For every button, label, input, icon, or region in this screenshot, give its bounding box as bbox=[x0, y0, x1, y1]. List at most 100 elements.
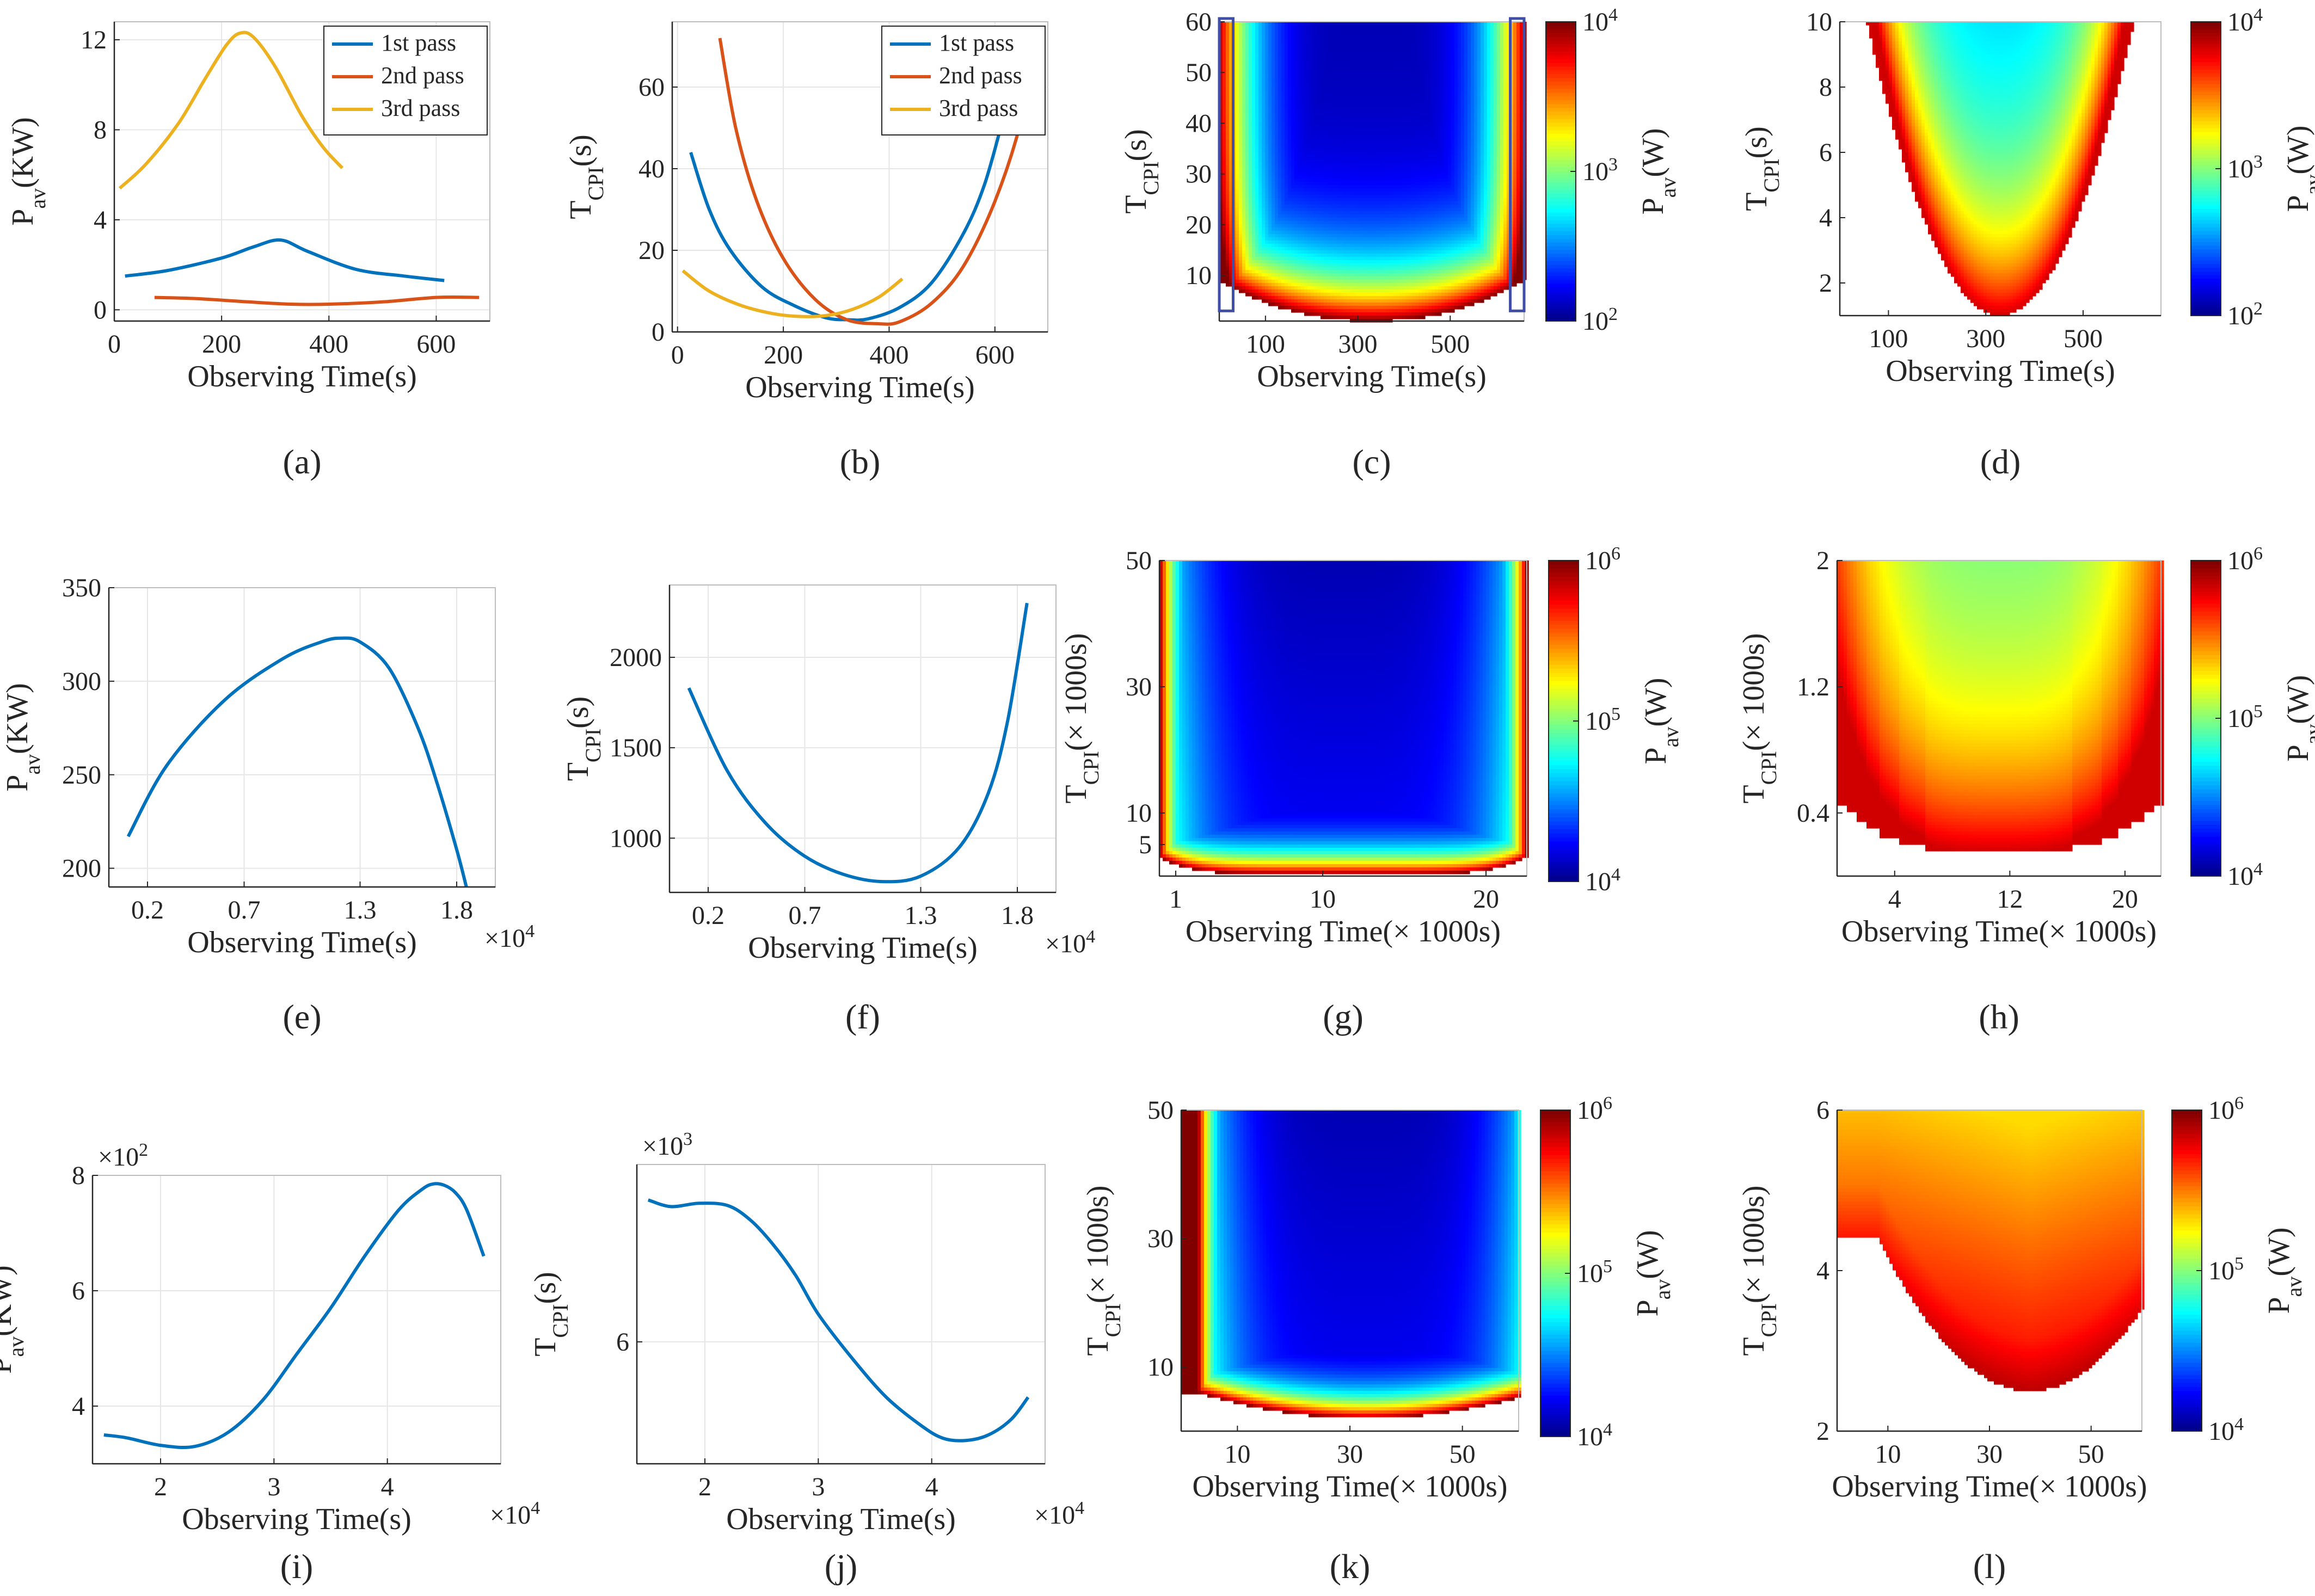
colorbar-segment bbox=[2191, 584, 2221, 589]
x-axis-multiplier: ×104 bbox=[484, 921, 535, 953]
x-tick-label: 12 bbox=[1997, 885, 2023, 914]
colorbar-segment bbox=[2191, 191, 2221, 195]
y-axis-label: TCPI(× 1000s) bbox=[1081, 1185, 1125, 1355]
colorbar-label-sub: av bbox=[1650, 1279, 1675, 1300]
heatmap-cells bbox=[1159, 560, 1529, 874]
colorbar-segment bbox=[1546, 284, 1576, 288]
colorbar-segment bbox=[1546, 67, 1576, 71]
colorbar-segment bbox=[1540, 1261, 1570, 1266]
y-axis-label: TCPI(s) bbox=[1119, 129, 1163, 214]
colorbar-segment bbox=[1540, 1147, 1570, 1152]
y-axis-label-sub: CPI bbox=[1759, 158, 1784, 192]
colorbar-label-sub: av bbox=[1659, 727, 1683, 748]
colorbar-segment bbox=[2191, 158, 2221, 162]
colorbar-segment bbox=[1546, 276, 1576, 281]
colorbar-segment bbox=[2191, 750, 2221, 754]
colorbar-label: Pav(W) bbox=[2262, 1227, 2306, 1314]
y-tick-label: 1.2 bbox=[1797, 673, 1829, 701]
legend-entry: 1st pass bbox=[381, 29, 456, 56]
x-tick-label: 300 bbox=[1338, 330, 1378, 359]
colorbar-segment bbox=[2191, 572, 2221, 577]
colorbar-segment bbox=[1546, 100, 1576, 104]
colorbar-label-tail: (W) bbox=[1631, 1230, 1665, 1279]
colorbar-label-main: P bbox=[2281, 744, 2315, 761]
colorbar-segment bbox=[1549, 721, 1579, 725]
colorbar-segment bbox=[2172, 1407, 2202, 1412]
colorbar-segment bbox=[1540, 1172, 1570, 1176]
colorbar-segment bbox=[2191, 33, 2221, 37]
y-axis-label: Pav(KW) bbox=[1, 683, 45, 792]
x-axis-label: Observing Time(s) bbox=[1886, 354, 2115, 388]
colorbar-segment bbox=[2191, 268, 2221, 272]
colorbar-segment bbox=[2191, 588, 2221, 593]
colorbar-segment bbox=[2191, 868, 2221, 873]
colorbar-label: Pav(W) bbox=[2281, 125, 2315, 212]
y-axis-label-tail: (s) bbox=[1740, 126, 1773, 158]
colorbar-segment bbox=[1540, 1253, 1570, 1258]
colorbar-segment bbox=[1540, 1241, 1570, 1246]
y-axis-label-main: T bbox=[564, 201, 598, 219]
colorbar-segment bbox=[1549, 713, 1579, 717]
x-tick-label: 3 bbox=[267, 1472, 280, 1501]
colorbar-label-main: P bbox=[2281, 195, 2315, 212]
colorbar-segment bbox=[1546, 306, 1576, 311]
colorbar-segment bbox=[1546, 22, 1576, 26]
colorbar-segment bbox=[2191, 778, 2221, 782]
y-tick-label: 2 bbox=[1816, 546, 1829, 575]
y-axis-label-tail: (× 1000s) bbox=[1059, 633, 1093, 751]
colorbar-segment bbox=[1549, 577, 1579, 581]
colorbar-segment bbox=[2191, 726, 2221, 731]
colorbar-tick-label: 104 bbox=[2227, 5, 2263, 37]
colorbar-segment bbox=[1549, 814, 1579, 818]
colorbar-segment bbox=[1540, 1286, 1570, 1291]
colorbar-segment bbox=[1549, 581, 1579, 585]
y-tick-label: 20 bbox=[1186, 211, 1212, 239]
colorbar-segment bbox=[1549, 769, 1579, 774]
colorbar-segment bbox=[2172, 1387, 2202, 1391]
colorbar-segment bbox=[2191, 88, 2221, 93]
x-axis-label: Observing Time(s) bbox=[745, 371, 975, 404]
colorbar-segment bbox=[2172, 1315, 2202, 1319]
colorbar-segment bbox=[1546, 149, 1576, 153]
colorbar-segment bbox=[2191, 91, 2221, 96]
colorbar-segment bbox=[1549, 729, 1579, 734]
colorbar-segment bbox=[1540, 1420, 1570, 1425]
colorbar-segment bbox=[2172, 1339, 2202, 1343]
y-axis-label-main: T bbox=[1059, 785, 1093, 803]
colorbar-segment bbox=[1540, 1425, 1570, 1429]
colorbar-segment bbox=[2191, 560, 2221, 565]
colorbar-segment bbox=[2191, 187, 2221, 192]
colorbar-tick-label: 106 bbox=[2227, 544, 2263, 576]
colorbar-segment bbox=[1549, 802, 1579, 806]
y-tick-label: 20 bbox=[638, 236, 665, 265]
colorbar-segment bbox=[2172, 1299, 2202, 1303]
colorbar-segment bbox=[1540, 1131, 1570, 1136]
colorbar-segment bbox=[2191, 829, 2221, 833]
colorbar-segment bbox=[1549, 601, 1579, 605]
colorbar-segment bbox=[1540, 1376, 1570, 1381]
y-axis-label: TCPI(s) bbox=[564, 134, 608, 219]
y-axis-label-tail: (s) bbox=[529, 1272, 562, 1304]
colorbar-segment bbox=[1549, 753, 1579, 757]
colorbar-segment bbox=[2172, 1146, 2202, 1150]
y-axis-label-main: T bbox=[1740, 193, 1773, 211]
y-tick-label: 2 bbox=[1819, 269, 1832, 298]
x-tick-label: 3 bbox=[812, 1472, 825, 1501]
y-axis-label-main: T bbox=[529, 1338, 562, 1357]
colorbar-segment bbox=[2191, 790, 2221, 794]
series-line-3rd-pass bbox=[120, 33, 342, 188]
x-axis-label: Observing Time(s) bbox=[748, 931, 978, 965]
colorbar-segment bbox=[1549, 773, 1579, 778]
y-axis-label-sub: CPI bbox=[1757, 1303, 1781, 1337]
colorbar-segment bbox=[2172, 1203, 2202, 1207]
colorbar-segment bbox=[2172, 1419, 2202, 1424]
x-axis-label: Observing Time(s) bbox=[1257, 360, 1487, 393]
colorbar-segment bbox=[2172, 1379, 2202, 1383]
colorbar-segment bbox=[1546, 134, 1576, 138]
colorbar-segment bbox=[1546, 243, 1576, 247]
colorbar-segment bbox=[2191, 183, 2221, 188]
